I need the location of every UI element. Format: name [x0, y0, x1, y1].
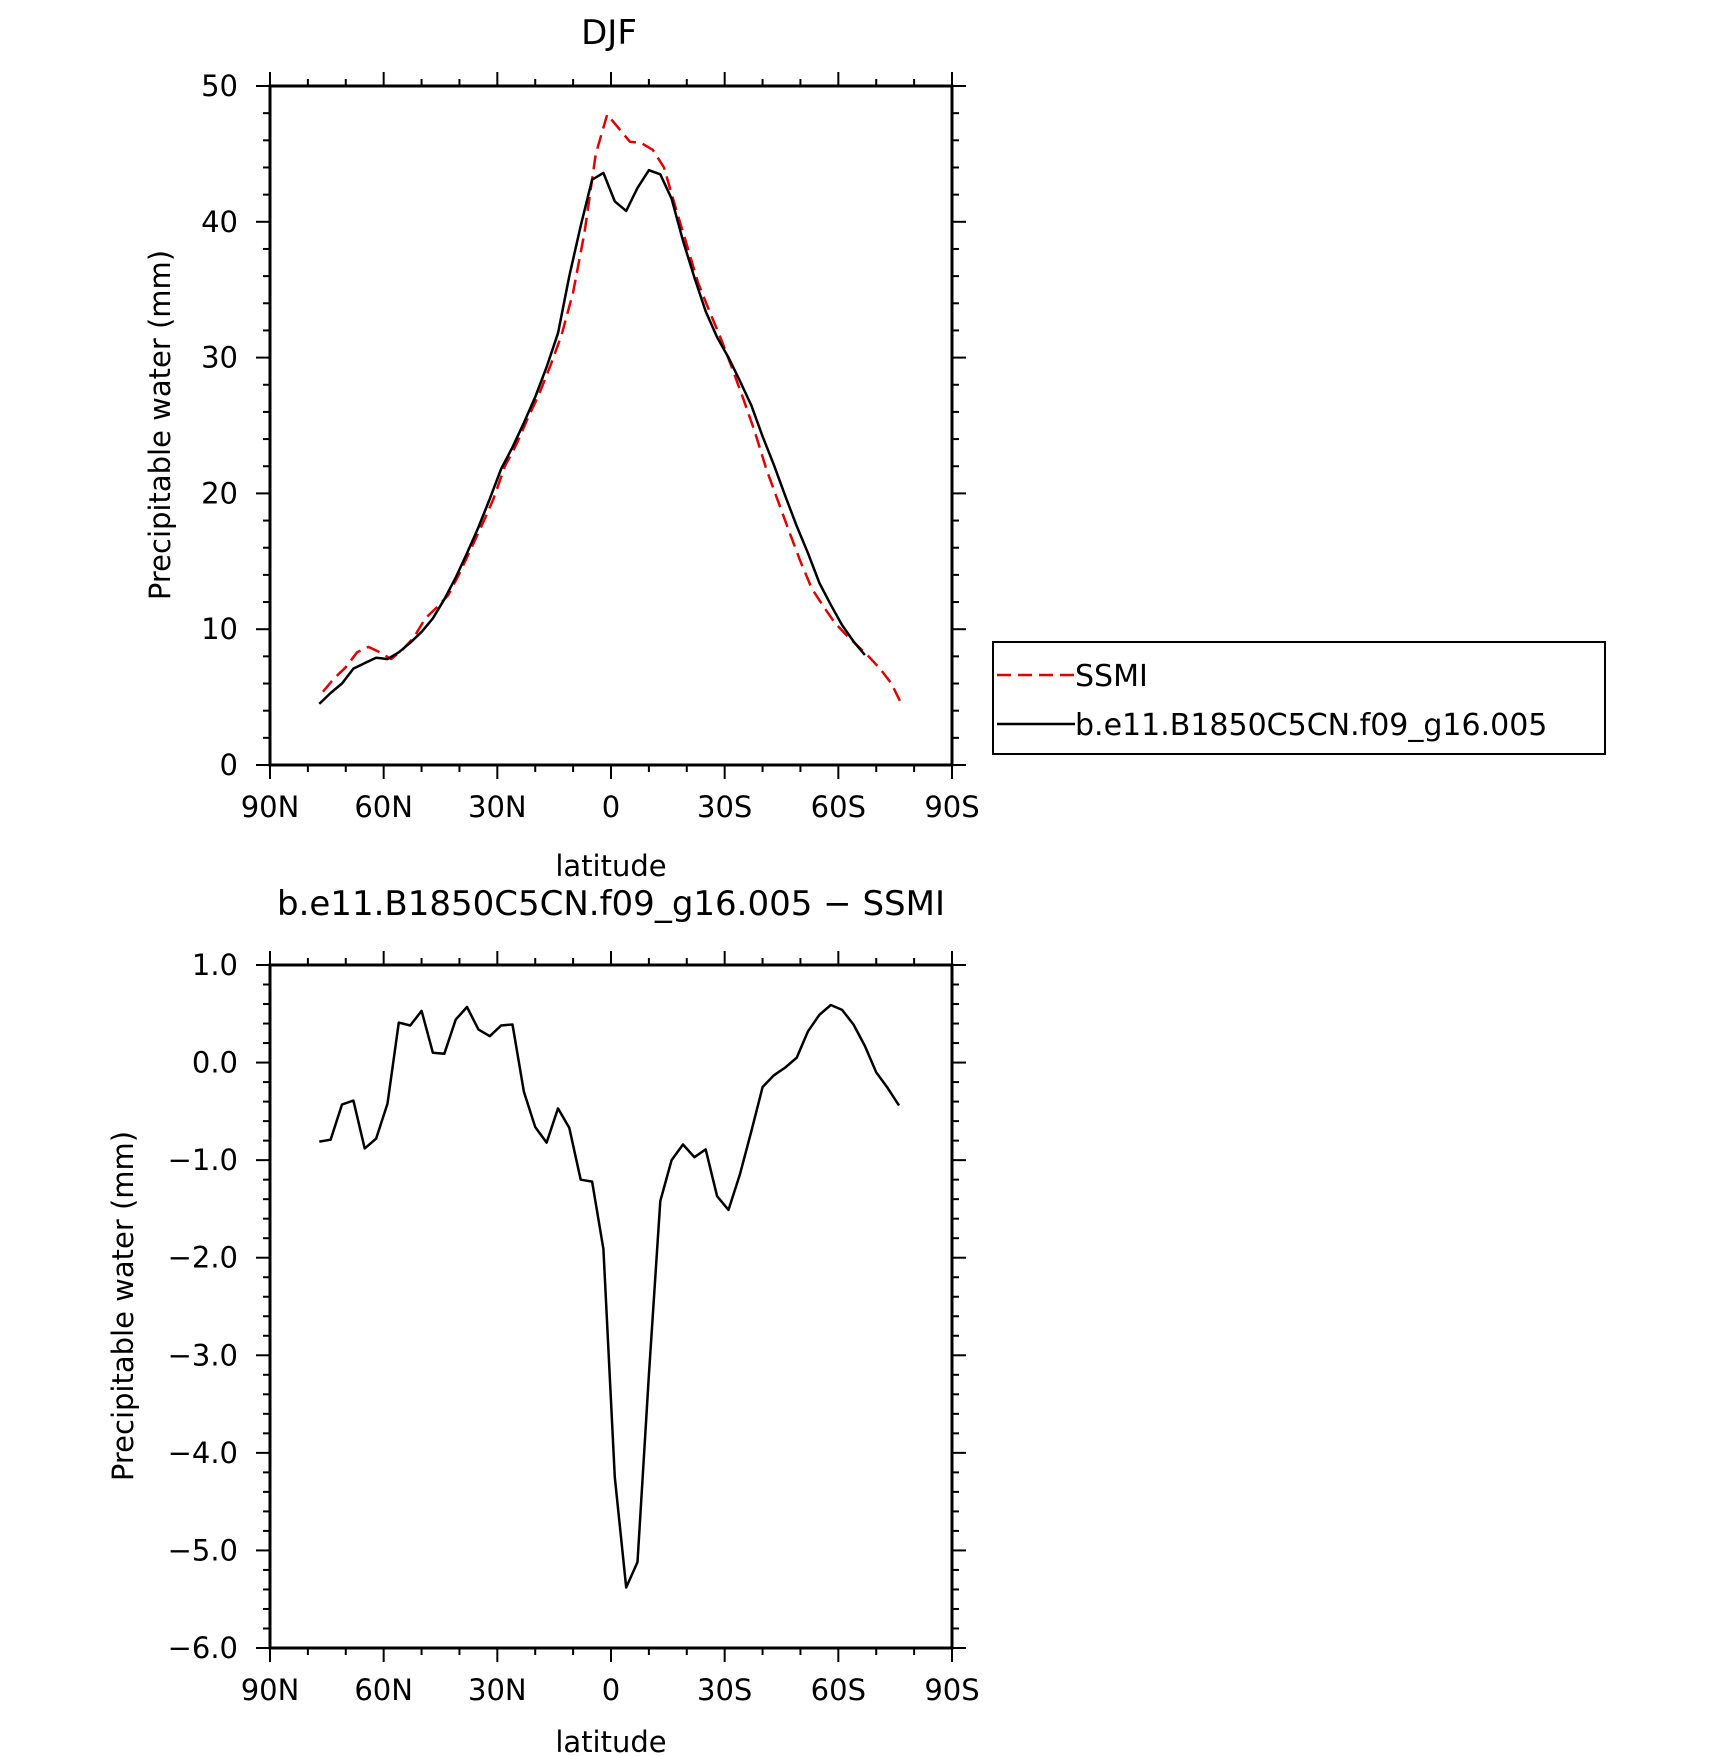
x-tick-label: 60S	[811, 1673, 866, 1707]
x-tick-label: 90S	[924, 790, 979, 824]
x-tick-label: 60N	[354, 1673, 413, 1707]
y-tick-label: 10	[201, 612, 238, 646]
series-lines-bottom	[319, 1003, 901, 1589]
y-tick-label: 1.0	[192, 948, 238, 982]
x-tick-label: 30S	[697, 1673, 752, 1707]
x-axis-label-top: latitude	[555, 849, 666, 883]
y-tick-label: −3.0	[168, 1338, 238, 1372]
y-tick-label: 0	[220, 748, 238, 782]
plot-frame-bottom	[268, 963, 954, 1650]
x-tick-label: 0	[602, 790, 620, 824]
legend-label-ssmi: SSMI	[1075, 659, 1148, 694]
series-line-ssmi	[322, 113, 904, 708]
y-tick-label: −1.0	[168, 1143, 238, 1177]
y-axis-label-bottom: Precipitable water (mm)	[106, 1131, 140, 1481]
legend-label-model: b.e11.B1850C5CN.f09_g16.005	[1075, 708, 1547, 743]
x-tick-label: 30S	[697, 790, 752, 824]
x-tick-labels-bottom: 90N 60N 30N 0 30S 60S 90S	[241, 1673, 980, 1707]
x-tick-label: 60S	[811, 790, 866, 824]
x-tick-label: 90S	[924, 1673, 979, 1707]
y-tick-labels-bottom: 1.0 0.0 −1.0 −2.0 −3.0 −4.0 −5.0 −6.0	[168, 948, 238, 1665]
series-line-difference	[319, 1003, 901, 1589]
panel-bottom: b.e11.B1850C5CN.f09_g16.005 − SSMI 90N 60…	[106, 884, 980, 1756]
x-tick-labels-top: 90N 60N 30N 0 30S 60S 90S	[241, 790, 980, 824]
ticks-top	[256, 72, 966, 779]
x-tick-label: 90N	[241, 790, 300, 824]
chart-title-bottom: b.e11.B1850C5CN.f09_g16.005 − SSMI	[277, 884, 945, 924]
y-axis-label-top: Precipitable water (mm)	[143, 250, 177, 600]
legend-box	[992, 641, 1606, 755]
panel-top: DJF 90N 60N 30N 0 30S 60S 90S 0 10 20 30 40 50 lati…	[143, 13, 1606, 883]
y-tick-label: −5.0	[168, 1533, 238, 1567]
y-tick-label: 40	[201, 205, 238, 239]
legend: SSMI b.e11.B1850C5CN.f09_g16.005	[992, 641, 1606, 755]
x-tick-label: 30N	[468, 790, 527, 824]
x-tick-label: 60N	[354, 790, 413, 824]
y-tick-label: 20	[201, 476, 238, 510]
x-tick-label: 0	[602, 1673, 620, 1707]
series-line-b-e11-b1850c5cn-f09-g16-005	[318, 168, 866, 705]
x-tick-label: 90N	[241, 1673, 300, 1707]
y-tick-label: −2.0	[168, 1241, 238, 1275]
plot-frame-top	[268, 84, 954, 767]
x-tick-label: 30N	[468, 1673, 527, 1707]
y-tick-label: −4.0	[168, 1436, 238, 1470]
series-lines-top	[318, 113, 904, 708]
x-axis-label-bottom: latitude	[555, 1725, 666, 1756]
y-tick-labels-top: 0 10 20 30 40 50	[201, 69, 238, 782]
y-tick-label: 30	[201, 341, 238, 375]
y-tick-label: 0.0	[192, 1046, 238, 1080]
y-tick-label: −6.0	[168, 1631, 238, 1665]
chart-title-top: DJF	[581, 13, 637, 53]
y-tick-label: 50	[201, 69, 238, 103]
ticks-bottom	[256, 951, 966, 1662]
